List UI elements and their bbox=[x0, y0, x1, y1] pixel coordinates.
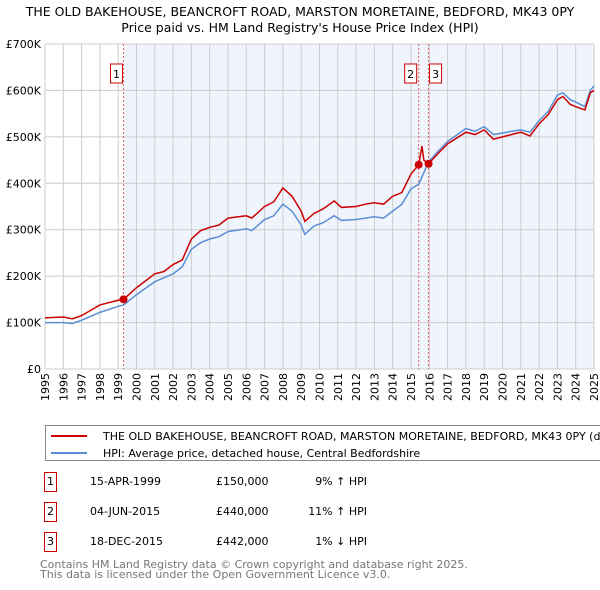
x-tick-label: 2008 bbox=[277, 373, 290, 401]
legend-hpi: HPI: Average price, detached house, Cent… bbox=[103, 446, 421, 460]
x-tick-label: 2023 bbox=[551, 373, 564, 401]
sale-point bbox=[414, 160, 423, 169]
sale-number: 3 bbox=[44, 532, 57, 552]
y-tick-label: £400K bbox=[6, 177, 42, 190]
x-tick-label: 2010 bbox=[314, 373, 327, 401]
x-tick-label: 1995 bbox=[39, 373, 52, 401]
x-tick-label: 2001 bbox=[149, 373, 162, 401]
legend: THE OLD BAKEHOUSE, BEANCROFT ROAD, MARST… bbox=[45, 425, 600, 461]
footer-line1: Contains HM Land Registry data © Crown c… bbox=[40, 558, 468, 571]
chart-title: THE OLD BAKEHOUSE, BEANCROFT ROAD, MARST… bbox=[25, 4, 575, 19]
sale-label-box bbox=[110, 63, 124, 84]
x-tick-label: 2009 bbox=[295, 373, 308, 401]
x-tick-label: 2014 bbox=[387, 373, 400, 401]
x-tick-label: 2011 bbox=[332, 373, 345, 401]
y-tick-label: £600K bbox=[6, 84, 42, 97]
x-tick-label: 2015 bbox=[405, 373, 418, 401]
y-tick-label: £200K bbox=[6, 270, 42, 283]
y-tick-label: £500K bbox=[6, 131, 42, 144]
sale-hpi-diff: 11% ↑ HPI bbox=[308, 505, 367, 518]
sale-point bbox=[424, 159, 433, 168]
sale-label-box bbox=[429, 63, 443, 84]
price-chart: 1995 1996 1997 1998 1999 2000 2001 2002 2003 2004… bbox=[6, 38, 600, 401]
x-tick-label: 1998 bbox=[94, 373, 107, 401]
sale-date: 18-DEC-2015 bbox=[90, 535, 164, 548]
series-line bbox=[45, 85, 595, 325]
sale-label: 1 bbox=[113, 68, 120, 81]
sale-number: 2 bbox=[44, 502, 57, 522]
x-tick-label: 2022 bbox=[533, 373, 546, 401]
footer: Contains HM Land Registry data © Crown c… bbox=[40, 558, 468, 581]
x-tick-label: 1997 bbox=[76, 373, 89, 401]
sale-price: £440,000 bbox=[216, 505, 269, 518]
series-line bbox=[44, 89, 595, 320]
sale-point bbox=[119, 295, 128, 304]
sale-number: 1 bbox=[44, 472, 57, 492]
y-tick-label: £300K bbox=[6, 224, 42, 237]
chart-subtitle: Price paid vs. HM Land Registry's House … bbox=[121, 20, 479, 35]
x-tick-label: 2024 bbox=[570, 373, 583, 401]
x-tick-label: 2007 bbox=[259, 373, 272, 401]
x-tick-label: 2020 bbox=[497, 373, 510, 401]
x-tick-label: 2017 bbox=[442, 373, 455, 401]
x-tick-label: 2000 bbox=[131, 373, 144, 401]
sale-label-box bbox=[404, 63, 418, 84]
x-tick-label: 2025 bbox=[588, 373, 600, 401]
y-tick-label: £0 bbox=[27, 363, 41, 376]
sale-hpi-diff: 9% ↑ HPI bbox=[315, 475, 367, 488]
sale-date: 15-APR-1999 bbox=[90, 475, 162, 488]
sale-hpi-diff: 1% ↓ HPI bbox=[315, 535, 367, 548]
legend-red-line bbox=[51, 435, 87, 437]
x-tick-label: 1996 bbox=[57, 373, 70, 401]
sale-price: £150,000 bbox=[216, 475, 269, 488]
x-tick-label: 2004 bbox=[204, 373, 217, 401]
x-tick-label: 1999 bbox=[112, 373, 125, 401]
x-tick-label: 2016 bbox=[423, 373, 436, 401]
legend-property: THE OLD BAKEHOUSE, BEANCROFT ROAD, MARST… bbox=[103, 429, 600, 443]
y-tick-label: £100K bbox=[6, 317, 42, 330]
x-tick-label: 2006 bbox=[240, 373, 253, 401]
footer-line2: This data is licensed under the Open Gov… bbox=[40, 568, 391, 581]
x-tick-label: 2013 bbox=[368, 373, 381, 401]
sale-label: 3 bbox=[432, 68, 439, 81]
y-tick-label: £700K bbox=[6, 38, 42, 51]
sale-price: £442,000 bbox=[216, 535, 269, 548]
x-tick-label: 2002 bbox=[167, 373, 180, 401]
x-tick-label: 2003 bbox=[185, 373, 198, 401]
x-tick-label: 2012 bbox=[350, 373, 363, 401]
legend-blue-line bbox=[51, 452, 87, 454]
sale-date: 04-JUN-2015 bbox=[90, 505, 161, 518]
x-tick-label: 2021 bbox=[515, 373, 528, 401]
x-tick-label: 2018 bbox=[460, 373, 473, 401]
sale-label: 2 bbox=[407, 68, 414, 81]
x-tick-label: 2005 bbox=[222, 373, 235, 401]
x-tick-label: 2019 bbox=[478, 373, 491, 401]
